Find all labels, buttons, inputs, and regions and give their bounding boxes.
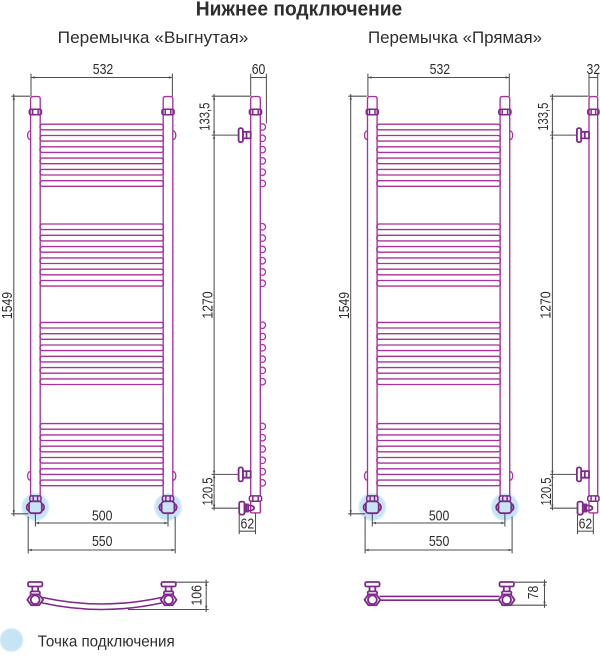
svg-text:532: 532 xyxy=(93,62,114,78)
svg-text:550: 550 xyxy=(429,534,450,550)
svg-text:1549: 1549 xyxy=(337,292,353,319)
svg-text:550: 550 xyxy=(92,534,113,550)
svg-text:32: 32 xyxy=(587,62,600,78)
svg-text:62: 62 xyxy=(241,516,255,532)
svg-text:120,5: 120,5 xyxy=(539,478,555,506)
svg-text:1270: 1270 xyxy=(539,291,555,318)
svg-text:532: 532 xyxy=(430,62,451,78)
svg-text:62: 62 xyxy=(579,516,593,532)
svg-text:133,5: 133,5 xyxy=(536,103,552,131)
svg-text:1270: 1270 xyxy=(200,291,216,318)
svg-text:78: 78 xyxy=(526,586,542,600)
svg-text:Перемычка «Прямая»: Перемычка «Прямая» xyxy=(368,29,542,47)
svg-text:133,5: 133,5 xyxy=(198,103,214,131)
svg-text:120,5: 120,5 xyxy=(201,478,217,506)
svg-text:1549: 1549 xyxy=(0,292,16,319)
svg-text:106: 106 xyxy=(189,585,205,605)
svg-text:Перемычка «Выгнутая»: Перемычка «Выгнутая» xyxy=(58,29,249,47)
svg-text:500: 500 xyxy=(429,508,450,524)
svg-text:Точка подключения: Точка подключения xyxy=(38,633,175,650)
svg-text:500: 500 xyxy=(92,508,113,524)
svg-text:Нижнее подключение: Нижнее подключение xyxy=(196,0,403,20)
svg-text:60: 60 xyxy=(252,62,266,78)
